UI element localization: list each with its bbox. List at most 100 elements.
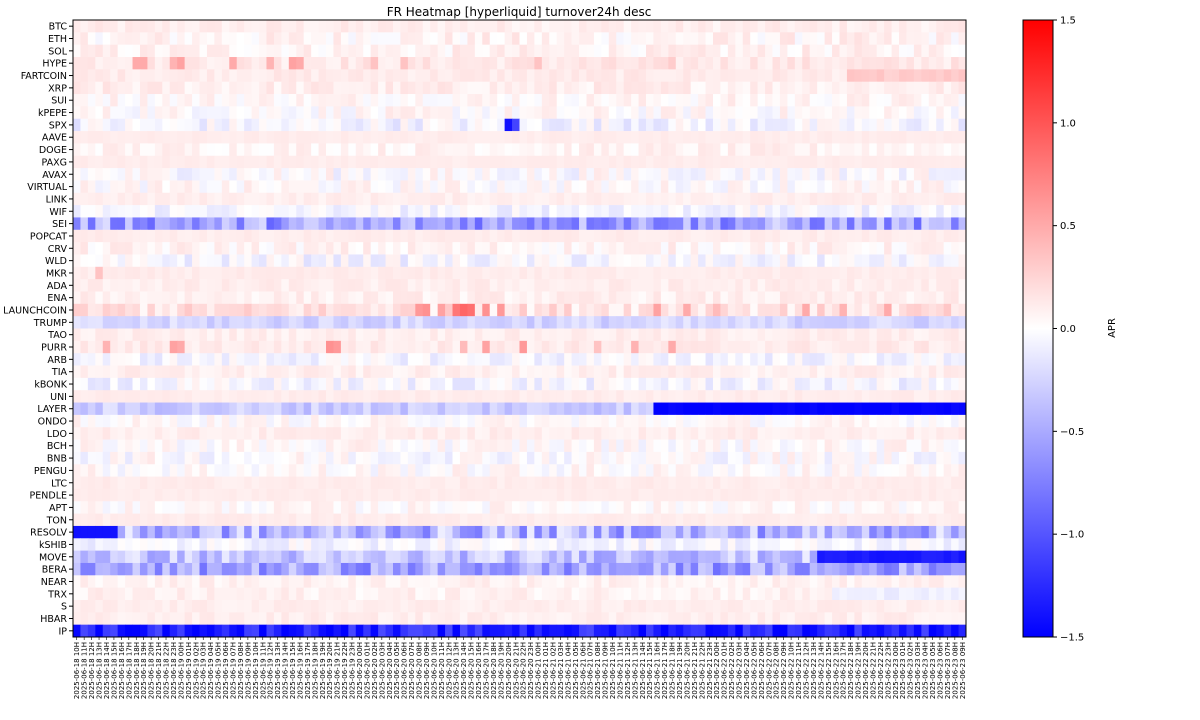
heatmap-cell: [392, 377, 401, 391]
heatmap-cell: [102, 316, 111, 329]
heatmap-cell: [541, 328, 550, 342]
heatmap-cell: [482, 20, 491, 33]
heatmap-cell: [534, 118, 543, 132]
heatmap-cell: [422, 106, 431, 120]
heatmap-cell: [333, 291, 342, 305]
heatmap-cell: [765, 69, 773, 83]
heatmap-cell: [236, 168, 245, 181]
heatmap-cell: [556, 180, 565, 194]
heatmap-cell: [601, 390, 610, 403]
heatmap-cell: [638, 266, 647, 280]
heatmap-cell: [869, 242, 878, 255]
heatmap-cell: [653, 328, 662, 342]
heatmap-cell: [132, 32, 141, 46]
heatmap-cell: [139, 279, 148, 292]
heatmap-cell: [928, 464, 937, 477]
heatmap-cell: [73, 69, 81, 83]
heatmap-cell: [251, 377, 260, 391]
heatmap-cell: [117, 464, 126, 477]
heatmap-cell: [459, 476, 468, 490]
heatmap-cell: [631, 254, 639, 268]
heatmap-cell: [229, 501, 238, 514]
heatmap-cell: [497, 254, 506, 268]
heatmap-cell: [951, 340, 959, 354]
heatmap-cell: [757, 32, 766, 46]
heatmap-cell: [921, 266, 930, 280]
heatmap-cell: [623, 57, 632, 70]
heatmap-cell: [735, 365, 744, 379]
heatmap-cell: [913, 118, 922, 132]
heatmap-cell: [229, 242, 238, 255]
heatmap-cell: [623, 266, 632, 280]
heatmap-cell: [921, 414, 930, 428]
heatmap-cell: [720, 69, 729, 83]
heatmap-cell: [839, 118, 848, 132]
heatmap-cell: [727, 513, 736, 527]
heatmap-cell: [593, 427, 602, 440]
heatmap-cell: [735, 69, 744, 83]
heatmap-cell: [757, 94, 766, 107]
heatmap-cell: [564, 303, 572, 317]
heatmap-cell: [281, 513, 290, 527]
heatmap-cell: [519, 168, 528, 181]
heatmap-cell: [653, 266, 662, 280]
heatmap-cell: [326, 427, 334, 440]
heatmap-cell: [117, 377, 126, 391]
heatmap-cell: [132, 476, 141, 490]
heatmap-cell: [229, 488, 238, 502]
heatmap-cell: [244, 32, 252, 46]
heatmap-cell: [236, 155, 245, 169]
heatmap-cell: [221, 106, 230, 120]
heatmap-cell: [482, 143, 491, 157]
heatmap-cell: [87, 501, 96, 514]
heatmap-cell: [482, 168, 491, 181]
heatmap-cell: [244, 353, 252, 366]
heatmap-cell: [385, 44, 394, 58]
heatmap-cell: [385, 254, 394, 268]
heatmap-cell: [273, 57, 282, 70]
heatmap-cell: [288, 525, 297, 539]
heatmap-cell: [445, 118, 453, 132]
heatmap-cell: [779, 266, 788, 280]
heatmap-cell: [229, 365, 238, 379]
heatmap-cell: [817, 451, 826, 465]
heatmap-cell: [660, 266, 669, 280]
heatmap-cell: [497, 32, 506, 46]
heatmap-cell: [869, 303, 878, 317]
heatmap-cell: [757, 291, 766, 305]
heatmap-cell: [787, 254, 796, 268]
heatmap-cell: [854, 513, 863, 527]
heatmap-cell: [675, 279, 684, 292]
heatmap-cell: [452, 57, 461, 70]
heatmap-cell: [504, 131, 513, 144]
heatmap-cell: [772, 414, 781, 428]
heatmap-cell: [779, 57, 788, 70]
heatmap-cell: [147, 402, 156, 416]
heatmap-cell: [534, 377, 543, 391]
heatmap-cell: [192, 143, 200, 157]
heatmap-cell: [884, 180, 892, 194]
heatmap-cell: [392, 205, 401, 218]
heatmap-cell: [110, 57, 119, 70]
heatmap-cell: [95, 390, 104, 403]
heatmap-cell: [392, 279, 401, 292]
heatmap-cell: [943, 427, 952, 440]
heatmap-cell: [891, 501, 900, 514]
heatmap-cell: [526, 414, 535, 428]
heatmap-cell: [489, 57, 498, 70]
heatmap-cell: [660, 476, 669, 490]
heatmap-cell: [80, 217, 89, 231]
heatmap-cell: [184, 192, 193, 206]
heatmap-cell: [73, 118, 81, 132]
heatmap-cell: [832, 377, 840, 391]
heatmap-cell: [824, 106, 833, 120]
heatmap-cell: [608, 20, 617, 33]
heatmap-cell: [601, 192, 610, 206]
heatmap-cell: [906, 365, 915, 379]
heatmap-cell: [534, 402, 543, 416]
heatmap-cell: [802, 118, 811, 132]
heatmap-cell: [311, 20, 319, 33]
heatmap-cell: [556, 303, 565, 317]
heatmap-cell: [913, 501, 922, 514]
heatmap-cell: [73, 303, 81, 317]
